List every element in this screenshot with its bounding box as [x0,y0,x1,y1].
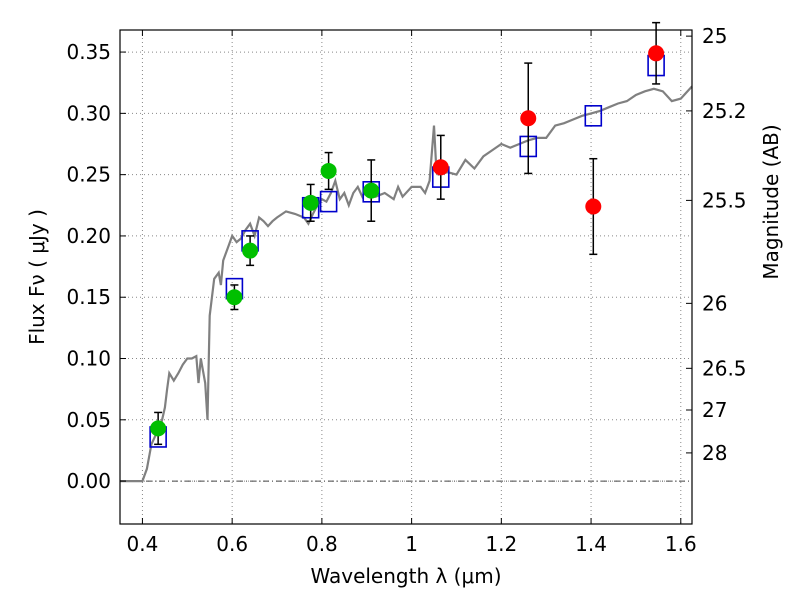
green-data-point [363,182,380,199]
y2-tick-label: 25.5 [702,188,747,212]
green-data-point [242,242,259,259]
y2-tick-label: 25 [702,24,727,48]
y2-tick-label: 28 [702,441,727,465]
y-tick-label: 0.05 [66,408,111,432]
y2-axis-ticks: 25 25.2 25.5 26 26.5 27 28 [686,24,747,465]
y2-axis-label: Magnitude (AB) [759,124,783,279]
x-tick-label: 1 [405,532,418,556]
x-tick-label: 1.2 [485,532,517,556]
x-axis-label: Wavelength λ (μm) [310,564,501,588]
y-tick-label: 0.10 [66,347,111,371]
x-tick-label: 1.4 [575,532,607,556]
y-tick-label: 0.35 [66,40,111,64]
x-tick-label: 0.4 [127,532,159,556]
x-tick-label: 1.6 [665,532,697,556]
y-axis-label: Flux Fν ( μJy ) [25,209,49,345]
observed-points [150,45,665,437]
y-tick-label: 0.30 [66,101,111,125]
green-data-point [320,162,337,179]
y2-tick-label: 26.5 [702,356,747,380]
red-data-point [585,198,602,215]
green-data-point [150,420,167,437]
error-bars [154,21,661,446]
green-data-point [226,289,243,306]
y-tick-label: 0.25 [66,163,111,187]
y2-tick-label: 26 [702,291,727,315]
grid-lines [120,30,692,524]
y-axis-ticks: 0.00 0.05 0.10 0.15 0.20 0.25 0.30 0.35 [66,40,126,493]
y-tick-label: 0.20 [66,224,111,248]
plot-frame [119,29,693,525]
model-box [319,190,338,213]
x-axis-ticks: 0.4 0.6 0.8 1 1.2 1.4 1.6 [127,30,697,556]
y2-tick-label: 27 [702,398,727,422]
y2-tick-label: 25.2 [702,99,747,123]
red-data-point [648,45,665,62]
x-tick-label: 0.8 [306,532,338,556]
model-sed-line [120,85,693,483]
model-box [584,105,603,127]
y-tick-label: 0.00 [66,469,111,493]
y-tick-label: 0.15 [66,285,111,309]
green-data-point [302,194,319,211]
x-tick-label: 0.6 [216,532,248,556]
red-data-point [520,110,537,127]
red-data-point [432,159,449,176]
